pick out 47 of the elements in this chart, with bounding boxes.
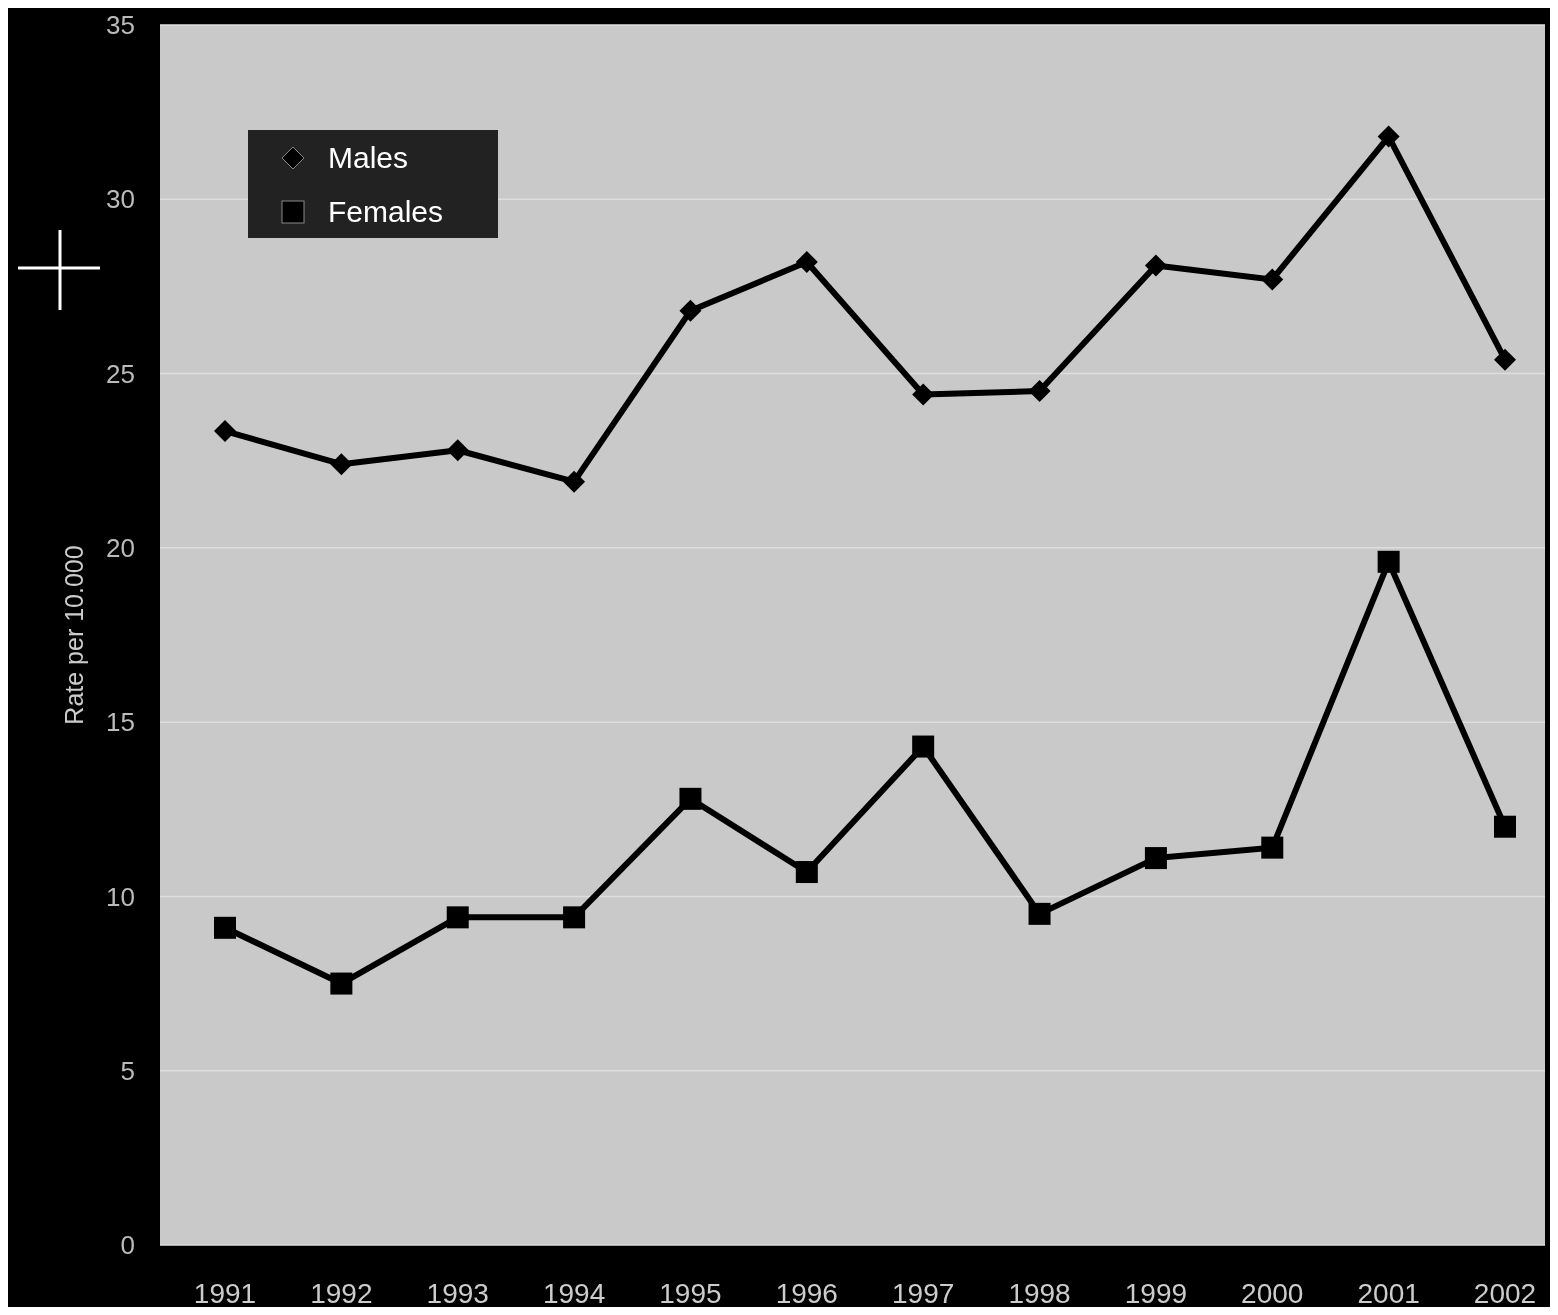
point	[1261, 268, 1284, 291]
x-tick-label: 2001	[1357, 1278, 1420, 1309]
y-tick-label: 20	[106, 532, 135, 563]
x-tick-label: 1998	[1008, 1278, 1071, 1309]
point	[446, 439, 469, 462]
y-tick-label: 30	[106, 184, 135, 215]
point	[330, 972, 353, 995]
point	[1144, 254, 1167, 277]
point	[795, 251, 818, 274]
legend-label: Females	[328, 195, 444, 228]
x-tick-label: 1995	[659, 1278, 722, 1309]
point	[795, 861, 818, 884]
point	[214, 916, 236, 939]
point	[563, 470, 586, 493]
point	[446, 906, 469, 929]
point	[1494, 815, 1516, 838]
point	[679, 787, 702, 810]
y-tick-label: 15	[106, 707, 135, 738]
point	[214, 420, 236, 443]
point	[1377, 550, 1400, 573]
point	[912, 383, 935, 406]
y-tick-label: 5	[120, 1055, 135, 1086]
x-tick-label: 1999	[1124, 1278, 1188, 1309]
point	[1028, 902, 1051, 925]
point	[679, 299, 702, 322]
legend-label: Males	[328, 141, 409, 174]
x-tick-label: 2002	[1473, 1278, 1537, 1309]
y-tick-label: 10	[106, 881, 135, 912]
x-tick-label: 1994	[542, 1278, 606, 1309]
y-axis-title: Rate per 10.000	[60, 545, 88, 725]
x-tick-label: 1996	[775, 1278, 838, 1309]
point	[563, 906, 586, 929]
x-tick-label: 1991	[193, 1278, 257, 1309]
point	[1494, 348, 1516, 371]
y-tick-label: 25	[106, 358, 135, 389]
x-tick-label: 2000	[1241, 1278, 1304, 1309]
point	[1028, 380, 1051, 402]
x-tick-label: 1997	[892, 1278, 955, 1309]
point	[912, 735, 935, 758]
y-tick-label: 0	[120, 1230, 135, 1261]
x-tick-label: 1992	[310, 1278, 373, 1309]
point	[1377, 125, 1400, 148]
point	[1261, 836, 1284, 859]
y-tick-label: 35	[106, 10, 135, 41]
point	[1144, 847, 1167, 870]
x-tick-label: 1993	[426, 1278, 489, 1309]
point	[330, 453, 353, 476]
